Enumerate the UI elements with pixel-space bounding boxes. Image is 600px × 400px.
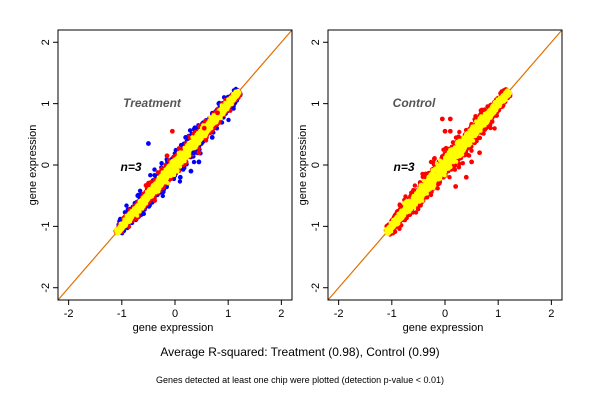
point-red [420, 171, 425, 177]
point-yellow [155, 184, 160, 189]
outlier-point-blue [209, 134, 215, 140]
point-yellow [178, 164, 183, 169]
outlier-point-red [164, 153, 170, 159]
point-blue [152, 167, 157, 172]
point-yellow [208, 125, 213, 129]
point-yellow [189, 144, 194, 149]
y-tick-label: 1 [40, 101, 52, 107]
point-yellow [215, 115, 220, 120]
point-blue [191, 159, 197, 165]
outlier-point-red [169, 128, 175, 134]
point-yellow [227, 98, 232, 103]
point-yellow [160, 179, 165, 184]
sample-size-label: n=3 [120, 160, 141, 174]
point-yellow [131, 212, 136, 217]
point-red [460, 161, 465, 166]
point-yellow [167, 172, 172, 177]
point-yellow [198, 135, 203, 140]
point-blue [137, 188, 143, 193]
point-yellow [190, 135, 195, 140]
point-blue [148, 173, 153, 178]
y-tick-label: 0 [40, 162, 52, 168]
outlier-point-red [196, 150, 202, 156]
point-yellow [188, 148, 193, 153]
point-blue [178, 142, 184, 148]
point-yellow [224, 104, 229, 109]
point-yellow [170, 159, 175, 164]
outlier-point-blue [183, 134, 189, 140]
x-tick-label: 0 [172, 308, 178, 320]
outlier-point-red [215, 110, 220, 116]
outlier-point-blue [196, 159, 202, 165]
y-tick-label: 2 [40, 39, 52, 45]
point-yellow [171, 170, 176, 175]
point-red [456, 165, 462, 170]
plot-area [328, 30, 562, 300]
point-yellow [153, 190, 158, 195]
point-blue [124, 203, 129, 208]
point-blue [177, 179, 183, 184]
point-blue [159, 161, 164, 166]
point-yellow [236, 90, 241, 95]
x-tick-label: 1 [225, 308, 231, 320]
point-yellow [163, 174, 168, 179]
outlier-point-blue [135, 193, 141, 199]
y-tick-label: -1 [40, 221, 52, 231]
point-yellow [117, 227, 121, 232]
point-yellow [191, 140, 196, 145]
outlier-point-blue [146, 141, 151, 146]
point-yellow [138, 203, 143, 208]
outlier-point-blue [177, 174, 183, 180]
point-yellow [121, 224, 126, 229]
point-yellow [210, 119, 215, 124]
outlier-point-blue [188, 168, 194, 174]
point-blue [226, 117, 231, 123]
outlier-point-red [201, 125, 207, 131]
point-yellow [204, 131, 209, 136]
outlier-point-blue [191, 150, 197, 156]
point-red [176, 146, 182, 151]
y-axis-title: gene expression [27, 125, 39, 206]
point-yellow [219, 106, 224, 111]
point-red [152, 198, 157, 203]
x-tick-label: -2 [64, 308, 74, 320]
point-yellow [194, 132, 199, 137]
plot-area [58, 30, 292, 300]
point-red [447, 175, 452, 180]
point-yellow [139, 200, 144, 205]
panel-title: Treatment [123, 96, 182, 110]
point-yellow [181, 153, 186, 158]
point-yellow [126, 213, 131, 218]
point-yellow [135, 213, 140, 218]
x-tick-label: 2 [278, 308, 284, 320]
x-axis-title: gene expression [133, 322, 214, 334]
point-yellow [175, 157, 180, 162]
y-tick-label: -2 [40, 283, 52, 293]
point-red [155, 170, 161, 175]
point-yellow [150, 186, 155, 191]
point-yellow [201, 130, 206, 135]
point-yellow [173, 163, 178, 168]
point-yellow [168, 166, 173, 171]
panel-treatment: -2 -1 0 1 2 -2 -1 0 1 2 gene expression gene expres… [27, 29, 293, 334]
point-yellow [142, 196, 147, 201]
point-blue [187, 128, 193, 133]
point-red [452, 167, 458, 172]
point-red [134, 216, 139, 222]
point-blue [160, 193, 165, 199]
point-yellow [157, 177, 161, 182]
point-yellow [124, 219, 129, 224]
point-yellow [147, 193, 152, 198]
x-tick-label: -1 [117, 308, 127, 320]
point-yellow [147, 187, 152, 192]
point-yellow [179, 161, 184, 165]
point-yellow [165, 181, 170, 185]
point-yellow [177, 153, 182, 158]
point-yellow [135, 205, 140, 210]
